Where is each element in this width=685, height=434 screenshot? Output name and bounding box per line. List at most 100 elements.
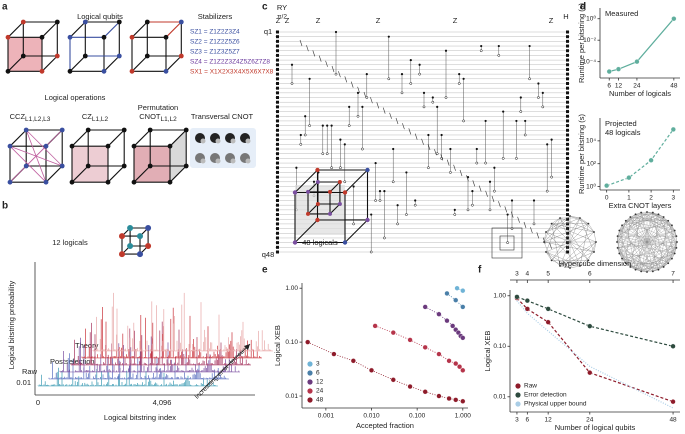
point <box>453 360 459 367</box>
target <box>374 199 377 202</box>
graph-node <box>634 213 637 216</box>
panel-label: d <box>580 2 586 13</box>
gate <box>566 58 569 62</box>
target <box>545 189 549 193</box>
legend-marker <box>307 379 313 385</box>
point <box>444 290 450 297</box>
control <box>515 119 518 123</box>
gate <box>566 91 569 95</box>
control <box>541 91 544 94</box>
gate <box>276 44 279 48</box>
gate <box>276 184 279 188</box>
cube-edge <box>344 219 368 243</box>
control <box>383 190 386 193</box>
target <box>330 166 333 170</box>
legend-marker <box>307 388 313 394</box>
cube-vertex <box>7 143 13 149</box>
graph-edge <box>593 241 597 252</box>
gate <box>566 213 569 217</box>
point <box>390 330 396 336</box>
diag-gate <box>389 112 392 119</box>
stabilizer: SZ2 = Z1Z2Z5Z6 <box>190 39 240 46</box>
cube-vertex <box>121 163 127 169</box>
point <box>626 175 632 181</box>
point <box>446 395 452 402</box>
control <box>352 185 355 188</box>
point <box>331 351 337 357</box>
legend-label: 48 <box>316 397 324 404</box>
graph-edge <box>579 217 595 233</box>
cube-vertex <box>178 19 184 25</box>
gate <box>566 222 569 226</box>
gate <box>566 203 569 207</box>
target <box>431 100 435 104</box>
point <box>587 323 593 329</box>
point <box>634 59 640 65</box>
graph-edge <box>545 231 595 253</box>
gate-label: Z <box>276 16 281 25</box>
control <box>510 199 514 202</box>
heading: Logical qubits <box>77 12 123 21</box>
cube-vertex <box>43 143 49 149</box>
gate <box>276 39 279 43</box>
cube-edge <box>7 55 24 72</box>
gate <box>566 100 569 104</box>
control <box>409 58 412 62</box>
graph-edge <box>617 236 669 264</box>
cube-vertex <box>163 68 169 74</box>
gate <box>276 114 279 118</box>
cube-vertex <box>365 217 370 223</box>
target <box>541 105 545 109</box>
line <box>516 300 674 409</box>
cube-edge <box>9 129 27 147</box>
gate <box>566 166 569 170</box>
graph-edge <box>619 211 648 231</box>
gate <box>276 175 279 179</box>
graph-edge <box>652 236 677 272</box>
gate <box>566 39 569 43</box>
cube-vertex <box>292 240 298 245</box>
graph-edge <box>617 236 677 248</box>
target <box>550 175 553 179</box>
gate <box>566 189 569 193</box>
graph-edge <box>551 223 595 233</box>
cube-vertex <box>85 163 91 169</box>
diag-gate <box>344 76 348 83</box>
graph-node <box>624 219 627 222</box>
diag-gate <box>472 180 476 187</box>
graph-node <box>616 235 619 238</box>
gate <box>276 147 279 151</box>
diag-gate <box>549 242 552 249</box>
control <box>400 73 404 76</box>
point <box>444 318 450 324</box>
graph-edge <box>625 220 675 231</box>
control <box>312 180 316 183</box>
graph-edge <box>588 223 595 233</box>
control <box>449 147 452 151</box>
control <box>387 35 390 38</box>
legend-label: Raw <box>524 383 537 390</box>
gate <box>566 128 569 132</box>
graph-node <box>595 241 597 243</box>
graph-edge <box>646 225 673 273</box>
target <box>449 171 452 174</box>
y-tick-label: 10⁻⁴ <box>583 58 597 65</box>
diag-gate <box>402 123 405 130</box>
gate-label: Z <box>549 16 554 25</box>
control <box>414 199 417 202</box>
cube-vertex <box>82 53 88 59</box>
graph-edge <box>630 266 636 270</box>
graph-edge <box>579 260 589 267</box>
trace-label: Theory <box>75 341 99 350</box>
diag-gate <box>395 117 399 125</box>
trace <box>59 336 240 372</box>
graph-node <box>593 251 595 253</box>
graph-edge <box>674 236 677 254</box>
control <box>484 119 487 123</box>
graph-edge <box>545 217 561 233</box>
graph-edge <box>579 217 589 224</box>
cube-vertex <box>342 240 348 245</box>
gate <box>276 133 279 137</box>
target <box>523 133 527 137</box>
graph-node <box>629 216 632 218</box>
